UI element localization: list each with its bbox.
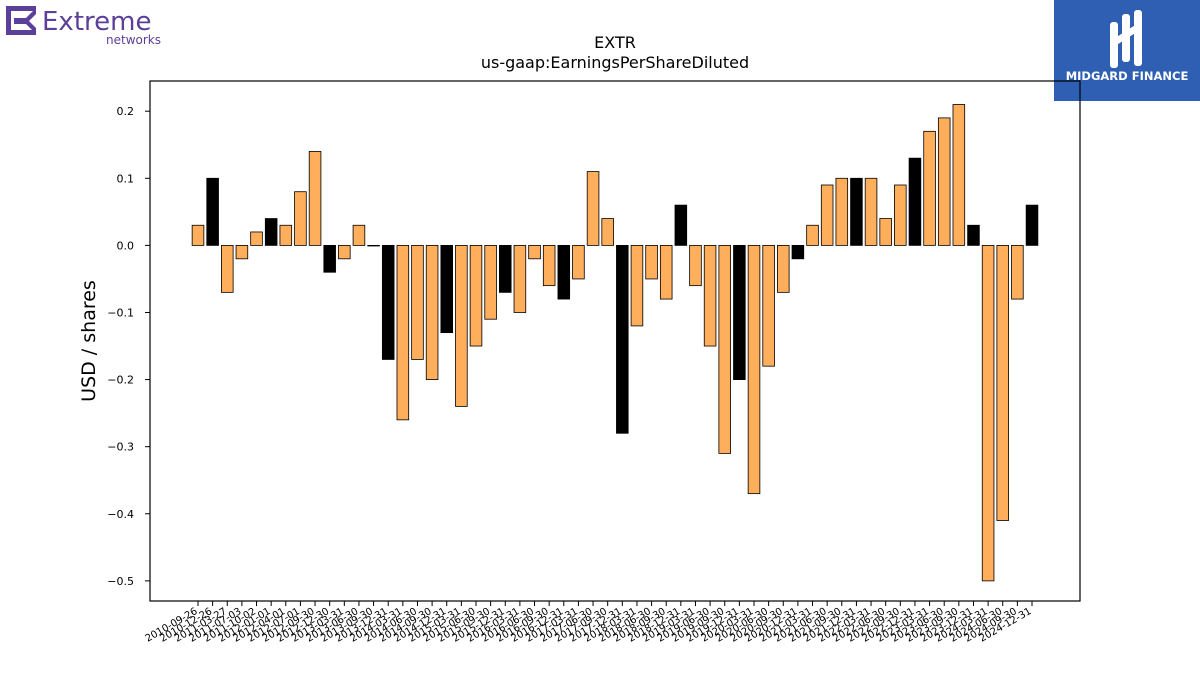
chart-title: EXTR <box>594 33 636 52</box>
bar-2012-07-01 <box>294 191 307 246</box>
midgard-brand-name: MIDGARD FINANCE <box>1066 69 1189 83</box>
extreme-brand-sub: networks <box>106 33 161 47</box>
bar-2024-09-30 <box>1011 244 1024 300</box>
bar-2013-06-30 <box>352 224 366 246</box>
extreme-networks-logo: Extreme networks <box>4 4 174 48</box>
bar-2020-12-31 <box>791 244 805 260</box>
y-tick-label: −0.2 <box>107 374 134 387</box>
extreme-x-icon <box>6 6 36 35</box>
bar-2015-06-30 <box>469 244 483 347</box>
bar-2014-12-31 <box>440 244 453 334</box>
bar-2021-06-30 <box>820 184 834 246</box>
bar-2023-09-30 <box>952 104 966 246</box>
bar-2017-09-30 <box>601 218 614 246</box>
midgard-finance-logo: MIDGARD FINANCE <box>1054 0 1200 101</box>
bar-2022-12-31 <box>908 157 922 246</box>
plot-frame <box>149 80 1081 602</box>
bar-2012-12-30 <box>323 244 336 273</box>
bar-2012-09-30 <box>308 151 322 246</box>
bar-2014-06-30 <box>411 244 424 360</box>
chart-subtitle: us-gaap:EarningsPerShareDiluted <box>481 53 749 72</box>
bar-2022-09-30 <box>894 184 907 246</box>
bar-2014-03-31 <box>396 244 410 421</box>
x-axis-ticks: 2010-09-262010-12-262011-03-272011-07-03… <box>144 601 1034 645</box>
y-tick-label: −0.3 <box>107 441 134 454</box>
bar-2024-06-30 <box>996 244 1009 521</box>
bar-2016-03-31 <box>513 244 527 313</box>
bar-2019-06-30 <box>703 244 717 347</box>
bar-2020-09-30 <box>777 244 790 293</box>
bar-2021-09-30 <box>835 177 849 246</box>
bar-2017-06-30 <box>586 171 600 246</box>
bar-2021-12-31 <box>850 177 863 246</box>
bar-2013-12-31 <box>381 244 395 360</box>
bar-2016-09-30 <box>542 244 556 287</box>
bar-2016-12-31 <box>557 244 571 300</box>
bar-2015-03-31 <box>455 244 468 407</box>
extreme-logo-mark: Extreme networks <box>6 6 161 47</box>
bar-2024-12-31 <box>1025 204 1039 246</box>
bar-2016-06-30 <box>528 244 541 260</box>
bar-2023-06-30 <box>937 117 951 246</box>
y-tick-label: −0.5 <box>107 575 134 588</box>
bar-series <box>191 104 1039 582</box>
midgard-logo-mark: MIDGARD FINANCE <box>1066 10 1189 83</box>
bar-2010-12-26 <box>206 177 219 246</box>
extreme-brand-name: Extreme <box>42 7 151 37</box>
bar-2011-03-27 <box>221 244 234 293</box>
bar-2014-09-30 <box>425 244 439 380</box>
bar-2020-03-31 <box>747 244 761 495</box>
bar-2018-03-31 <box>630 244 644 327</box>
bar-2019-03-31 <box>689 244 702 287</box>
bar-2010-09-26 <box>191 224 205 246</box>
bar-2018-12-31 <box>674 204 688 246</box>
bar-2013-09-30 <box>367 244 380 247</box>
bar-2024-03-31 <box>981 244 995 582</box>
bar-2019-09-30 <box>718 244 731 454</box>
bar-2022-03-31 <box>864 177 878 246</box>
bar-2021-03-31 <box>806 224 819 246</box>
bar-2015-12-31 <box>499 244 512 293</box>
y-tick-label: 0.1 <box>117 172 135 185</box>
y-tick-label: 0.2 <box>117 105 135 118</box>
bar-2017-12-31 <box>616 244 629 434</box>
bar-2012-01-01 <box>264 218 278 246</box>
bar-2018-06-30 <box>645 244 658 280</box>
bar-2019-12-31 <box>733 244 746 380</box>
bar-2023-12-31 <box>967 224 980 246</box>
bar-2020-06-30 <box>762 244 775 367</box>
bar-2012-04-01 <box>279 224 293 246</box>
bar-2015-09-30 <box>484 244 497 320</box>
midgard-m-icon <box>1110 10 1142 68</box>
bar-2011-07-03 <box>235 244 249 260</box>
bar-2022-06-30 <box>879 218 892 246</box>
bar-2013-03-31 <box>338 244 351 260</box>
bar-2023-03-31 <box>923 130 936 246</box>
bar-2018-09-30 <box>659 244 673 300</box>
y-axis-ticks: −0.5 −0.4 −0.3 −0.2 −0.1 0.0 0.1 0.2 <box>107 105 150 588</box>
y-tick-label: −0.1 <box>107 306 134 319</box>
y-axis-label: USD / shares <box>78 280 100 402</box>
y-tick-label: 0.0 <box>117 239 135 252</box>
bar-2011-10-02 <box>250 231 263 246</box>
y-tick-label: −0.4 <box>107 508 134 521</box>
bar-2017-03-31 <box>572 244 585 280</box>
